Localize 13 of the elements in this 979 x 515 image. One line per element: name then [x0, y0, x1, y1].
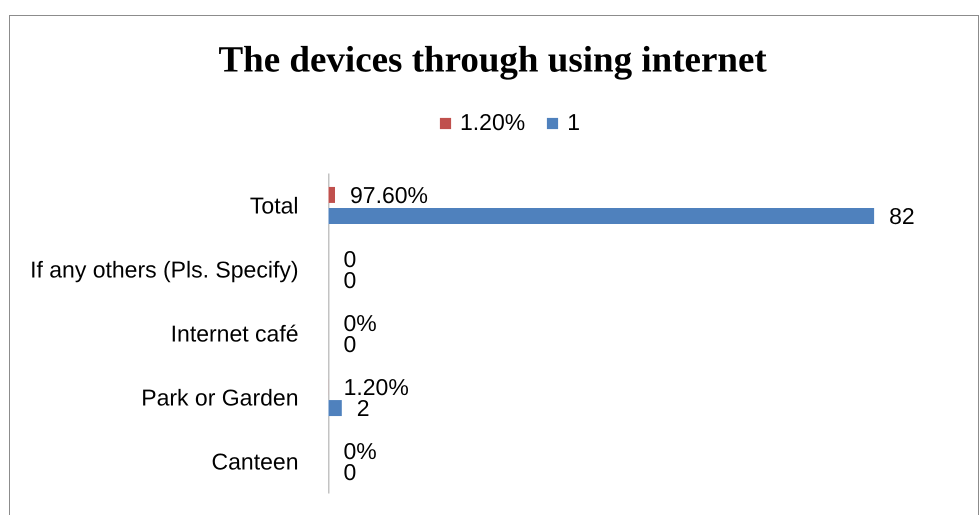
data-label: 97.60% [350, 182, 428, 208]
bar [328, 208, 874, 224]
bar [328, 400, 342, 416]
y-tick-label: If any others (Pls. Specify) [30, 256, 299, 282]
y-tick-label: Park or Garden [141, 384, 299, 410]
legend-label: 1.20% [460, 109, 526, 136]
chart-title: The devices through using internet [218, 40, 768, 80]
data-label: 82 [889, 203, 915, 230]
y-tick-label: Internet café [170, 320, 298, 346]
y-tick-label: Canteen [212, 448, 299, 474]
y-tick-label: Total [250, 192, 299, 218]
legend-label: 1 [567, 109, 582, 136]
bar [328, 186, 335, 203]
